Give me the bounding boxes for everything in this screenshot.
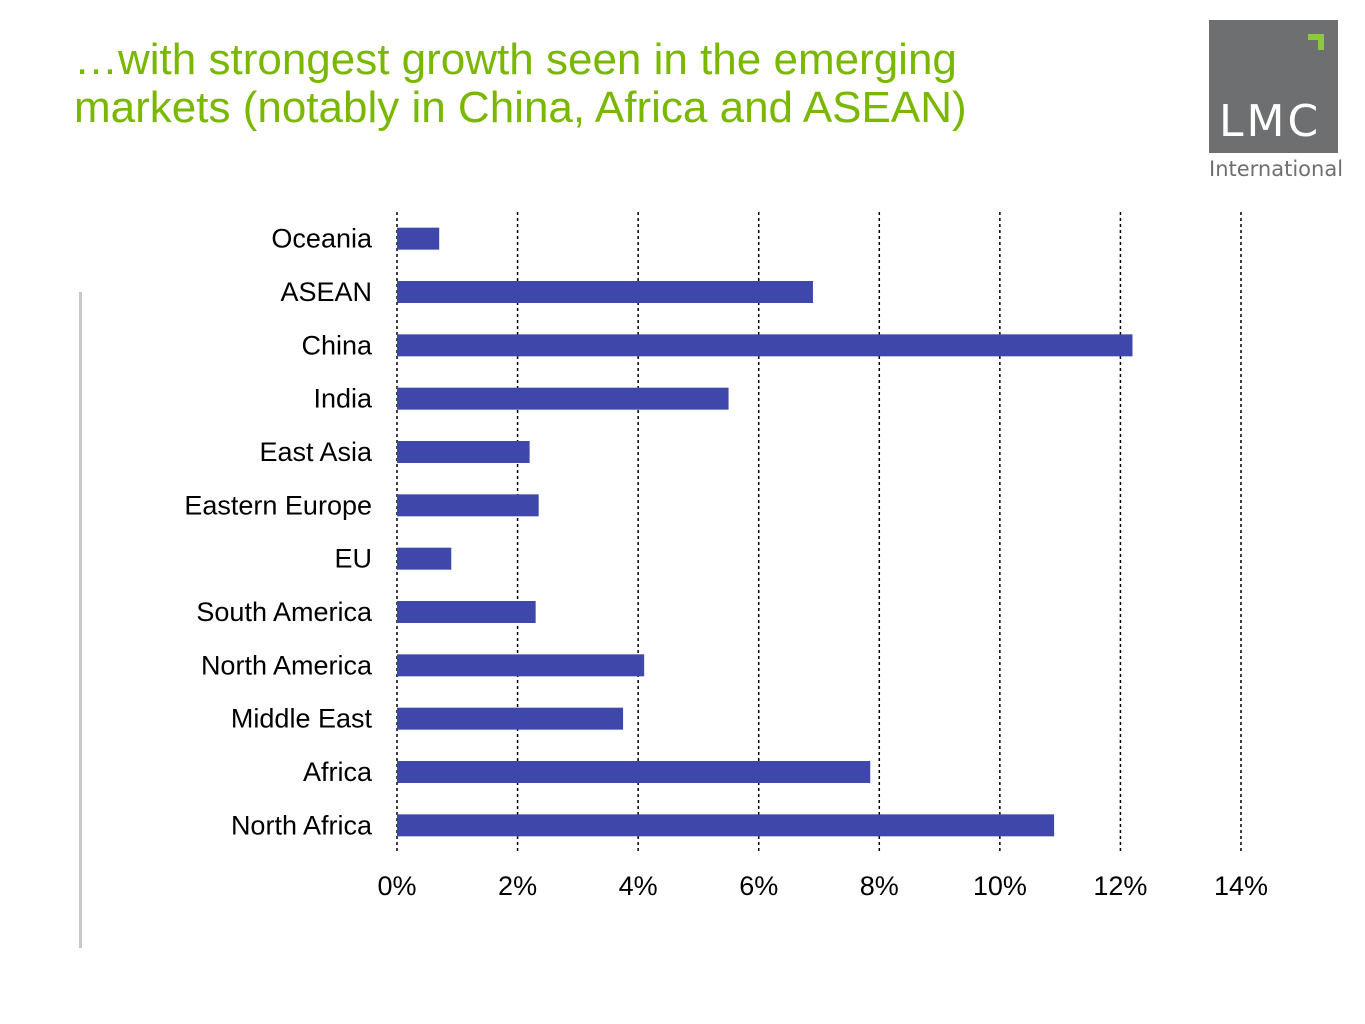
tick-label: 0% [377, 871, 416, 901]
category-label: North America [201, 650, 373, 680]
slide-title-line-1: …with strongest growth seen in the emerg… [74, 35, 957, 84]
bar-east-asia [397, 441, 530, 463]
category-label: East Asia [259, 437, 373, 467]
tick-label: 8% [860, 871, 899, 901]
category-label: South America [196, 597, 373, 627]
tick-label: 10% [973, 871, 1027, 901]
category-label: China [301, 330, 373, 360]
bar-eastern-europe [397, 494, 539, 517]
bar-africa [397, 761, 871, 783]
grid-lines [396, 212, 1242, 852]
category-label: EU [334, 544, 372, 574]
logo-subtext: International [1209, 157, 1344, 181]
bar-oceania [397, 227, 440, 250]
tick-label: 12% [1093, 871, 1147, 901]
tick-label: 4% [619, 871, 658, 901]
category-label: Africa [303, 757, 373, 787]
bars [397, 227, 1133, 837]
category-label: North Africa [231, 810, 373, 840]
tick-label: 2% [498, 871, 537, 901]
category-label: Middle East [231, 704, 373, 734]
category-label: Eastern Europe [184, 490, 372, 520]
logo-box: LMC [1209, 20, 1338, 153]
corner-mark-icon [1308, 34, 1324, 50]
bar-middle-east [397, 707, 624, 730]
side-rule [79, 292, 82, 948]
category-labels: Oceania ASEAN China India East Asia Eastern E… [184, 224, 373, 841]
bar-asean [397, 281, 813, 303]
bar-eu [397, 547, 452, 570]
category-label: India [313, 384, 373, 414]
bar-north-africa [397, 814, 1055, 837]
slide-title-line-2: markets (notably in China, Africa and AS… [74, 83, 967, 132]
bar-india [397, 387, 729, 410]
slide-title: …with strongest growth seen in the emerg… [74, 36, 1154, 132]
tick-labels: 0% 2% 4% 6% 8% 10% 12% 14% [377, 871, 1268, 901]
bar-china [397, 334, 1133, 357]
tick-label: 14% [1214, 871, 1268, 901]
bar-south-america [397, 601, 536, 623]
category-label: Oceania [271, 224, 373, 254]
lmc-logo: LMC International [1209, 20, 1344, 181]
tick-label: 6% [739, 871, 778, 901]
logo-text: LMC [1219, 96, 1322, 147]
category-label: ASEAN [280, 277, 372, 307]
bar-north-america [397, 654, 645, 677]
